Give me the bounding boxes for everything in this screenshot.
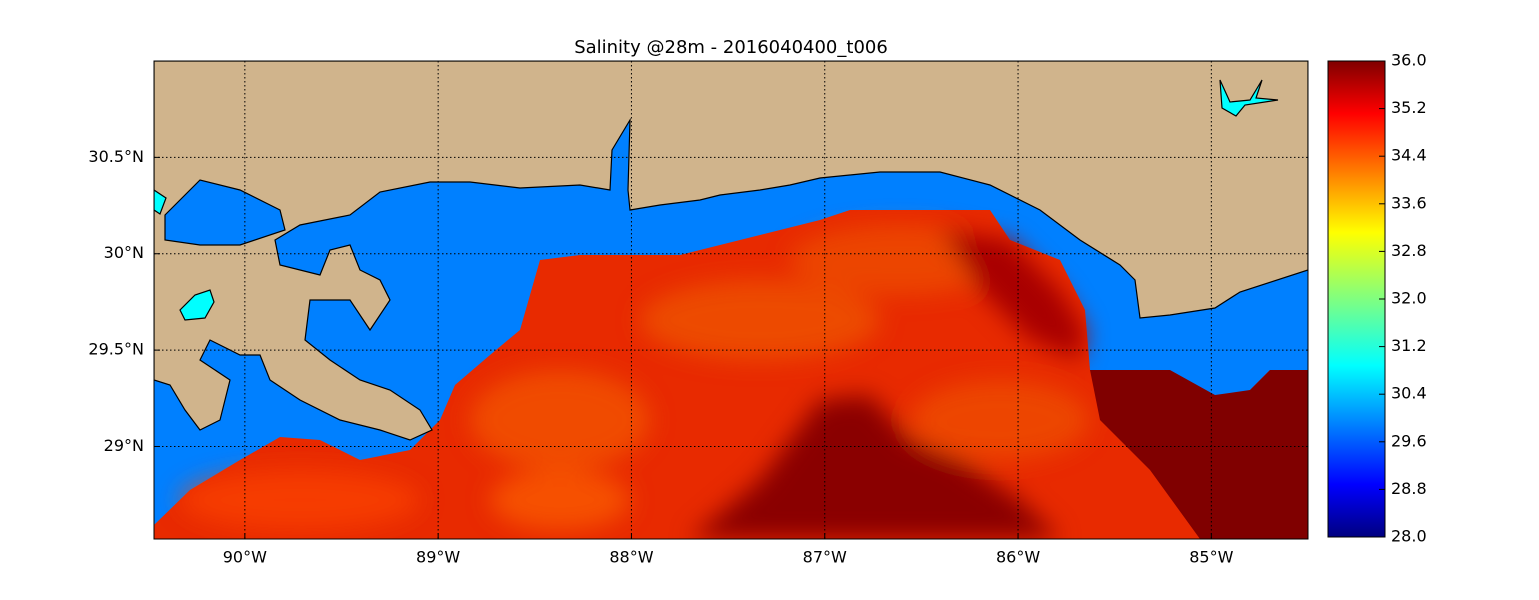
colorbar-tick-label: 28.8 [1391, 479, 1427, 498]
y-tick-label: 30°N [104, 243, 144, 262]
colorbar-tick-label: 29.6 [1391, 431, 1427, 450]
y-tick-label: 29°N [104, 436, 144, 455]
colorbar-tick-label: 32.8 [1391, 241, 1427, 260]
x-tick-label: 86°W [996, 548, 1040, 567]
y-tick-label: 29.5°N [88, 340, 144, 359]
colorbar-tick-label: 33.6 [1391, 193, 1427, 212]
map-layers [154, 61, 1308, 539]
colorbar-tick-label: 32.0 [1391, 289, 1427, 308]
colorbar-tick-label: 36.0 [1391, 51, 1427, 70]
x-tick-label: 90°W [223, 548, 267, 567]
map-title: Salinity @28m - 2016040400_t006 [574, 37, 888, 58]
map-frame [153, 60, 1309, 540]
x-tick-label: 88°W [609, 548, 653, 567]
salinity-field [154, 210, 1308, 539]
colorbar-tick-label: 35.2 [1391, 98, 1427, 117]
colorbar-tick-label: 30.4 [1391, 384, 1427, 403]
colorbar-tick-label: 34.4 [1391, 146, 1427, 165]
colorbar-tick-label: 31.2 [1391, 336, 1427, 355]
land [154, 61, 1308, 441]
x-tick-label: 89°W [416, 548, 460, 567]
grid [154, 61, 1308, 539]
colorbar [1327, 60, 1386, 538]
x-tick-label: 85°W [1189, 548, 1233, 567]
x-tick-label: 87°W [803, 548, 847, 567]
colorbar-tick-label: 28.0 [1391, 527, 1427, 546]
y-tick-label: 30.5°N [88, 147, 144, 166]
